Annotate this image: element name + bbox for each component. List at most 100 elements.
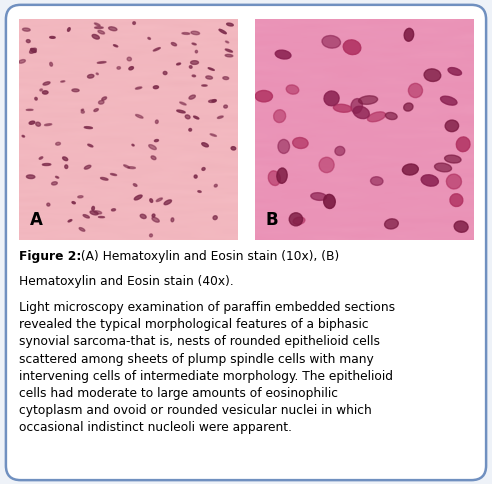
Ellipse shape <box>50 36 55 38</box>
Ellipse shape <box>385 219 399 229</box>
Ellipse shape <box>47 203 50 206</box>
Ellipse shape <box>225 54 233 57</box>
Ellipse shape <box>192 75 195 77</box>
Ellipse shape <box>111 174 117 176</box>
Ellipse shape <box>255 91 273 102</box>
Ellipse shape <box>123 165 129 168</box>
Ellipse shape <box>45 124 52 126</box>
Ellipse shape <box>177 63 181 65</box>
Ellipse shape <box>152 214 155 217</box>
Ellipse shape <box>26 109 33 110</box>
Ellipse shape <box>448 68 461 76</box>
Ellipse shape <box>209 100 216 103</box>
Ellipse shape <box>52 182 58 185</box>
Ellipse shape <box>206 76 213 79</box>
Ellipse shape <box>171 43 177 46</box>
Ellipse shape <box>351 99 363 113</box>
Ellipse shape <box>88 144 93 147</box>
Ellipse shape <box>128 166 135 168</box>
Ellipse shape <box>446 174 461 189</box>
Ellipse shape <box>456 137 470 151</box>
Ellipse shape <box>88 75 94 78</box>
Ellipse shape <box>94 23 100 26</box>
Ellipse shape <box>324 91 339 106</box>
Ellipse shape <box>23 28 30 31</box>
Ellipse shape <box>289 213 303 226</box>
Ellipse shape <box>268 171 280 185</box>
Ellipse shape <box>353 106 369 119</box>
Ellipse shape <box>421 175 438 186</box>
Ellipse shape <box>84 127 92 129</box>
Ellipse shape <box>359 96 378 105</box>
Ellipse shape <box>152 217 159 222</box>
Ellipse shape <box>402 164 418 175</box>
Ellipse shape <box>450 194 463 207</box>
Ellipse shape <box>202 85 207 86</box>
Ellipse shape <box>81 109 84 110</box>
Ellipse shape <box>164 200 172 205</box>
Ellipse shape <box>79 227 85 231</box>
Ellipse shape <box>134 195 142 200</box>
Ellipse shape <box>30 48 36 53</box>
Ellipse shape <box>65 165 68 168</box>
Ellipse shape <box>445 120 459 132</box>
Ellipse shape <box>194 116 199 119</box>
Ellipse shape <box>217 116 223 119</box>
Ellipse shape <box>440 96 457 105</box>
Ellipse shape <box>224 105 227 108</box>
Ellipse shape <box>151 156 156 160</box>
Ellipse shape <box>445 155 461 163</box>
Ellipse shape <box>148 37 151 39</box>
Ellipse shape <box>31 48 36 52</box>
Ellipse shape <box>202 143 209 147</box>
Ellipse shape <box>192 43 196 45</box>
Ellipse shape <box>92 206 94 211</box>
Ellipse shape <box>189 128 191 131</box>
Ellipse shape <box>61 81 65 82</box>
Ellipse shape <box>97 61 106 63</box>
Ellipse shape <box>27 40 30 43</box>
Ellipse shape <box>275 50 291 59</box>
Ellipse shape <box>156 198 162 201</box>
Ellipse shape <box>27 175 35 179</box>
Ellipse shape <box>210 134 216 136</box>
Ellipse shape <box>100 178 108 180</box>
Ellipse shape <box>404 103 413 111</box>
Ellipse shape <box>127 57 131 61</box>
Ellipse shape <box>191 31 200 35</box>
Ellipse shape <box>189 66 192 68</box>
Ellipse shape <box>72 89 79 91</box>
Ellipse shape <box>43 82 50 85</box>
Ellipse shape <box>404 29 414 41</box>
Ellipse shape <box>150 234 153 237</box>
Ellipse shape <box>68 220 72 222</box>
Text: Figure 2:: Figure 2: <box>19 250 81 263</box>
Ellipse shape <box>96 73 98 75</box>
Ellipse shape <box>454 221 468 232</box>
Ellipse shape <box>434 163 452 172</box>
Ellipse shape <box>83 214 90 218</box>
Ellipse shape <box>155 120 158 123</box>
Ellipse shape <box>35 97 37 100</box>
Ellipse shape <box>293 137 308 149</box>
Ellipse shape <box>19 60 26 63</box>
Ellipse shape <box>278 139 290 153</box>
Ellipse shape <box>112 209 116 211</box>
Ellipse shape <box>132 144 134 146</box>
Ellipse shape <box>140 214 146 219</box>
Ellipse shape <box>114 45 118 47</box>
Ellipse shape <box>189 95 195 99</box>
Ellipse shape <box>286 85 299 94</box>
Ellipse shape <box>154 86 158 89</box>
Ellipse shape <box>171 218 174 222</box>
Ellipse shape <box>72 202 75 204</box>
Ellipse shape <box>190 60 198 64</box>
Ellipse shape <box>180 102 186 105</box>
Ellipse shape <box>385 112 397 120</box>
Ellipse shape <box>343 40 361 55</box>
Ellipse shape <box>109 27 117 30</box>
Ellipse shape <box>135 87 142 89</box>
Ellipse shape <box>56 142 61 145</box>
Ellipse shape <box>133 22 135 24</box>
Ellipse shape <box>277 168 287 183</box>
